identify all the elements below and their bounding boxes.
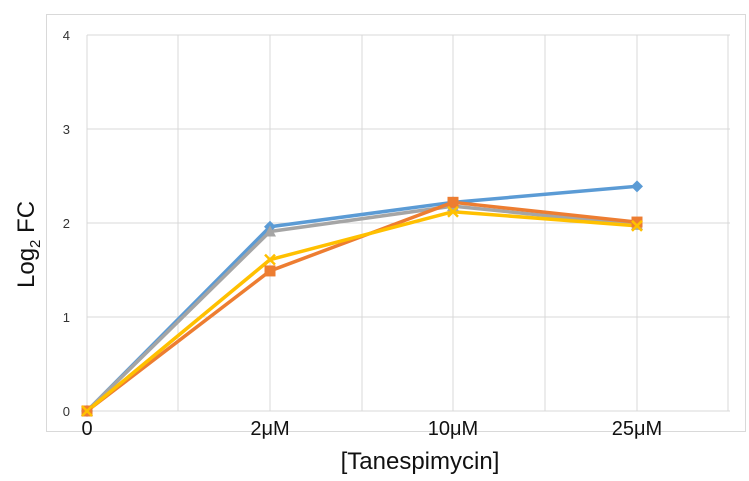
y-axis-label-subscript: 2 <box>27 240 44 248</box>
y-tick-label: 3 <box>63 122 70 137</box>
y-tick-label: 2 <box>63 216 70 231</box>
data-point-marker <box>264 253 276 266</box>
y-axis-label: Log2 FC <box>13 201 44 288</box>
y-axis-label-main: Log <box>13 248 40 288</box>
data-point-marker <box>264 265 276 277</box>
y-axis-label-tail: FC <box>13 201 40 240</box>
series-markers <box>81 180 643 417</box>
x-tick-label: 10μM <box>428 418 478 440</box>
chart-area <box>46 14 746 432</box>
series-line <box>85 204 638 413</box>
data-point-marker <box>264 225 276 237</box>
svg-text:Log2 FC: Log2 FC <box>13 201 44 288</box>
x-tick-label: 25μM <box>612 418 662 440</box>
x-tick-label: 0 <box>81 418 92 440</box>
series-line <box>85 209 638 413</box>
data-point-marker <box>447 205 459 218</box>
y-axis-tick-labels: 0 1 2 3 4 <box>63 28 70 419</box>
data-point-marker <box>631 219 643 232</box>
y-tick-label: 1 <box>63 310 70 325</box>
data-point-marker <box>631 216 643 228</box>
x-axis-tick-labels: 0 2μM 10μM 25μM <box>81 418 662 440</box>
y-tick-label: 0 <box>63 404 70 419</box>
x-axis-label: [Tanespimycin] <box>340 448 500 475</box>
series-lines <box>85 184 638 413</box>
y-tick-label: 4 <box>63 28 70 43</box>
data-point-marker <box>631 180 643 193</box>
data-point-marker <box>447 196 459 208</box>
x-tick-label: 2μM <box>250 418 289 440</box>
data-point-marker <box>81 405 93 417</box>
